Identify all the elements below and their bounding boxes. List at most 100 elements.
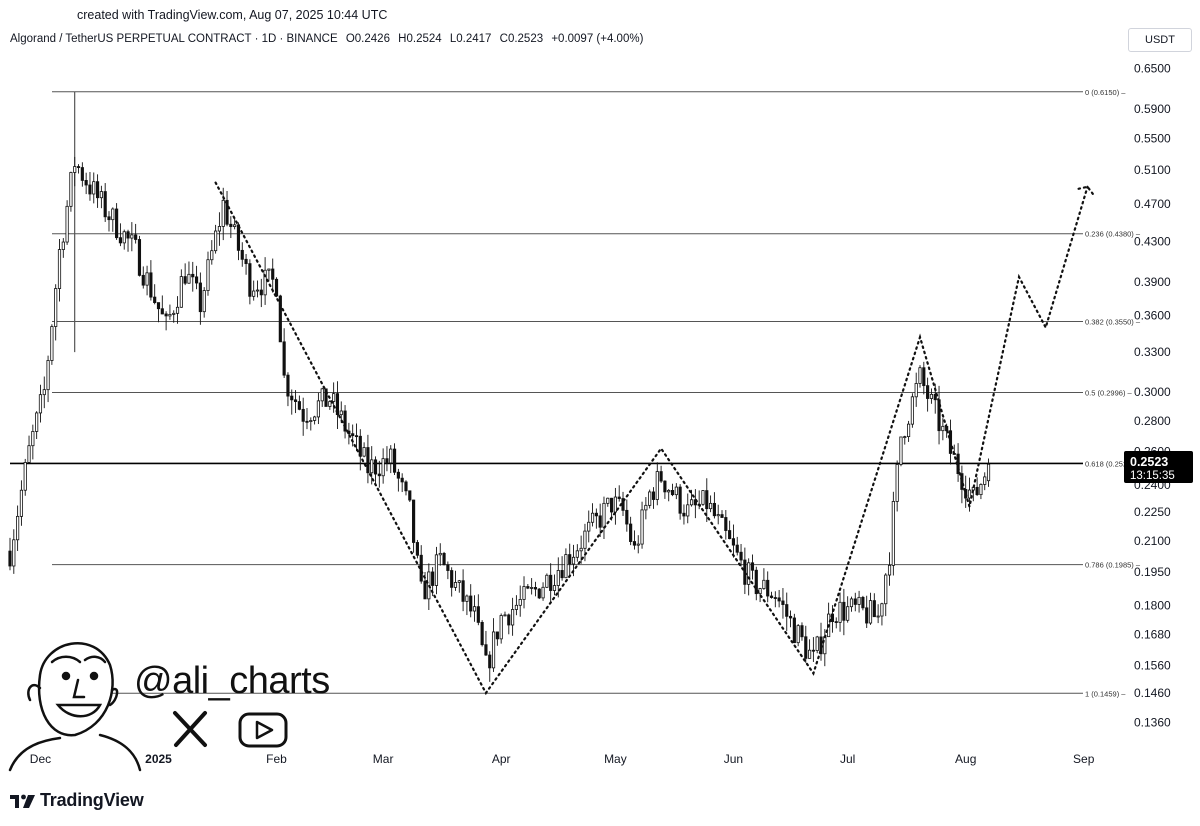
fib-level-label: 0.618 (0.2528) – [1085,459,1141,468]
candle-up [267,268,271,271]
candle-down [781,600,785,605]
candle-up [179,276,183,308]
y-tick-label: 0.2800 [1134,414,1171,428]
candle-up [187,273,191,284]
candle-down [507,614,511,626]
ohlc-open: O0.2426 [345,33,390,45]
candle-up [808,649,812,659]
candle-up [636,543,640,546]
candle-down [526,586,530,589]
candle-up [332,393,336,402]
candle-up [503,614,507,617]
candle-up [545,574,549,588]
time-axis[interactable]: Dec 2025 Feb Mar Apr May Jun Jul Aug Sep [30,752,1095,766]
candle-up [590,512,595,523]
candle-down [191,273,195,278]
x-logo-icon [173,711,207,747]
candle-up [929,393,934,399]
youtube-icon [238,712,288,748]
candle-up [263,269,267,296]
currency-selector[interactable]: USDT [1128,28,1192,52]
candle-up [907,423,911,438]
chart-created-text: created with TradingView.com, Aug 07, 20… [77,8,388,22]
candle-down [153,296,157,303]
tradingview-logo-icon [10,794,35,808]
candle-up [644,504,648,511]
candle-down [84,180,88,186]
candle-down [103,191,107,218]
candle-up [511,609,515,626]
candle-up [667,490,671,493]
candle-down [853,598,857,605]
candle-up [309,420,313,422]
candle-down [137,239,142,276]
candle-down [446,564,450,571]
x-tick-label: Feb [266,752,287,766]
candle-up [655,471,659,500]
candle-down [377,473,381,477]
candle-up [255,289,260,292]
candle-up [457,580,461,583]
candle-down [766,579,770,597]
candle-up [472,606,477,612]
candle-down [80,167,84,181]
price-tag-value: 0.2523 [1130,455,1168,469]
candle-up [674,486,678,496]
candle-down [610,497,614,513]
symbol-label[interactable]: Algorand / TetherUS PERPETUAL CONTRACT ·… [10,33,338,45]
candle-up [514,604,518,610]
y-tick-label: 0.1360 [1134,716,1171,730]
candle-up [57,249,62,289]
candle-down [118,237,122,244]
candle-up [846,606,850,621]
candle-up [92,181,96,195]
candle-up [42,389,46,396]
y-tick-label: 0.3000 [1134,385,1171,399]
candle-down [423,580,427,600]
candle-down [537,588,541,599]
candle-up [370,459,374,474]
candle-up [686,504,690,517]
candle-down [804,636,808,659]
candle-down [198,282,202,313]
candle-up [202,290,206,313]
price-change: +0.0097 (+4.00%) [551,33,644,45]
candle-up [887,564,892,576]
candle-down [842,601,846,621]
candle-down [785,604,789,617]
candle-up [233,224,237,227]
y-tick-label: 0.1680 [1134,627,1171,641]
ohlc-close: C0.2523 [499,33,544,45]
candle-up [564,554,568,579]
x-tick-label: May [604,752,627,766]
price-axis[interactable]: 0.6500 0.5900 0.5500 0.5100 0.4700 0.4300 0.39… [1134,62,1171,730]
footer-brand[interactable]: TradingView [10,790,144,811]
candle-up [541,586,545,599]
candle-down [788,615,793,619]
x-tick-label: Sep [1073,752,1095,766]
candle-up [613,496,617,513]
candle-up [747,562,751,585]
candle-down [450,570,454,588]
candle-down [670,490,675,496]
candle-down [724,517,728,531]
candle-up [65,205,69,243]
candle-down [366,447,370,474]
candle-down [484,644,488,656]
candle-up [518,599,522,606]
candle-down [88,184,92,195]
candle-up [145,272,149,286]
projection-dotted-line [214,181,1089,696]
fib-level-label: 0.5 (0.2996) – [1085,388,1133,397]
candle-up [339,410,343,416]
candle-down [933,393,937,401]
candle-down [549,574,553,591]
candle-up [175,306,180,314]
candle-up [868,600,873,624]
ohlc-low: L0.2417 [449,33,492,45]
candle-up [434,554,439,586]
candle-up [762,579,766,589]
candle-down [107,216,111,221]
candle-up [320,388,324,402]
